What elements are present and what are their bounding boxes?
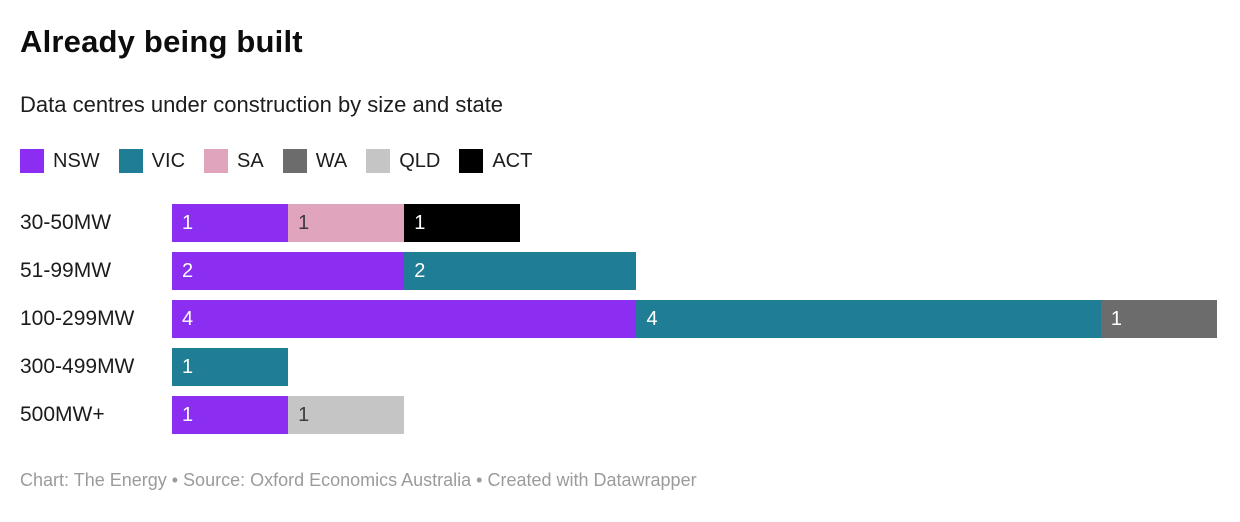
bar-track: 1	[172, 348, 1217, 386]
legend: NSW VIC SA WA QLD ACT	[20, 149, 1217, 173]
value-label: 2	[414, 260, 426, 282]
value-label: 1	[298, 212, 310, 234]
category-label: 51-99MW	[20, 259, 112, 282]
bar-segment-nsw[interactable]: 1	[172, 204, 289, 242]
footer-credit: Chart: The Energy • Source: Oxford Econo…	[20, 470, 697, 490]
value-label: 1	[1110, 308, 1122, 330]
legend-swatch-nsw	[20, 149, 44, 173]
value-label: 1	[298, 404, 310, 426]
bar-row: 30-50MW 1 1 1	[20, 204, 1217, 242]
bar-segment-qld[interactable]: 1	[288, 396, 405, 434]
category-label: 100-299MW	[20, 307, 135, 330]
legend-item-qld: QLD	[366, 149, 440, 173]
legend-label: VIC	[151, 149, 186, 172]
legend-item-vic: VIC	[118, 149, 186, 173]
legend-item-wa: WA	[282, 149, 348, 173]
legend-item-nsw: NSW	[20, 149, 100, 173]
category-label: 300-499MW	[20, 355, 135, 378]
bar-track: 4 4 1	[172, 300, 1217, 338]
value-label: 4	[182, 308, 194, 330]
bar-segment-wa[interactable]: 1	[1100, 300, 1217, 338]
value-label: 1	[182, 404, 194, 426]
bar-segment-act[interactable]: 1	[404, 204, 521, 242]
legend-label: QLD	[399, 149, 441, 172]
bar-row: 500MW+ 1 1	[20, 396, 1217, 434]
bar-segment-nsw[interactable]: 1	[172, 396, 289, 434]
page-title: Already being built	[20, 24, 303, 59]
legend-label: ACT	[492, 149, 533, 172]
bar-segment-nsw[interactable]: 4	[172, 300, 637, 338]
legend-item-act: ACT	[459, 149, 532, 173]
legend-swatch-vic	[118, 149, 143, 173]
value-label: 2	[182, 260, 194, 282]
bar-row: 51-99MW 2 2	[20, 252, 1217, 290]
page-subtitle: Data centres under construction by size …	[20, 92, 504, 117]
value-label: 1	[414, 212, 426, 234]
bar-segment-sa[interactable]: 1	[288, 204, 405, 242]
category-label: 500MW+	[20, 403, 105, 426]
legend-swatch-qld	[366, 149, 391, 173]
legend-label: NSW	[53, 149, 100, 172]
bar-segment-vic[interactable]: 4	[636, 300, 1101, 338]
legend-swatch-sa	[204, 149, 229, 173]
bar-segment-vic[interactable]: 2	[404, 252, 637, 290]
bar-rows: 30-50MW 1 1 1 51-99MW 2 2 100-299MW 4 4 1 300-499MW…	[20, 204, 1217, 434]
legend-label: WA	[315, 149, 348, 172]
legend-label: SA	[237, 149, 264, 172]
bar-row: 300-499MW 1	[20, 348, 1217, 386]
legend-swatch-act	[459, 149, 484, 173]
legend-item-sa: SA	[204, 149, 264, 173]
category-label: 30-50MW	[20, 211, 112, 234]
legend-swatch-wa	[282, 149, 307, 173]
value-label: 1	[182, 356, 194, 378]
value-label: 4	[646, 308, 658, 330]
value-label: 1	[182, 212, 194, 234]
bar-row: 100-299MW 4 4 1	[20, 300, 1217, 338]
bar-segment-nsw[interactable]: 2	[172, 252, 405, 290]
bar-segment-vic[interactable]: 1	[172, 348, 289, 386]
bar-track: 1 1 1	[172, 204, 1217, 242]
